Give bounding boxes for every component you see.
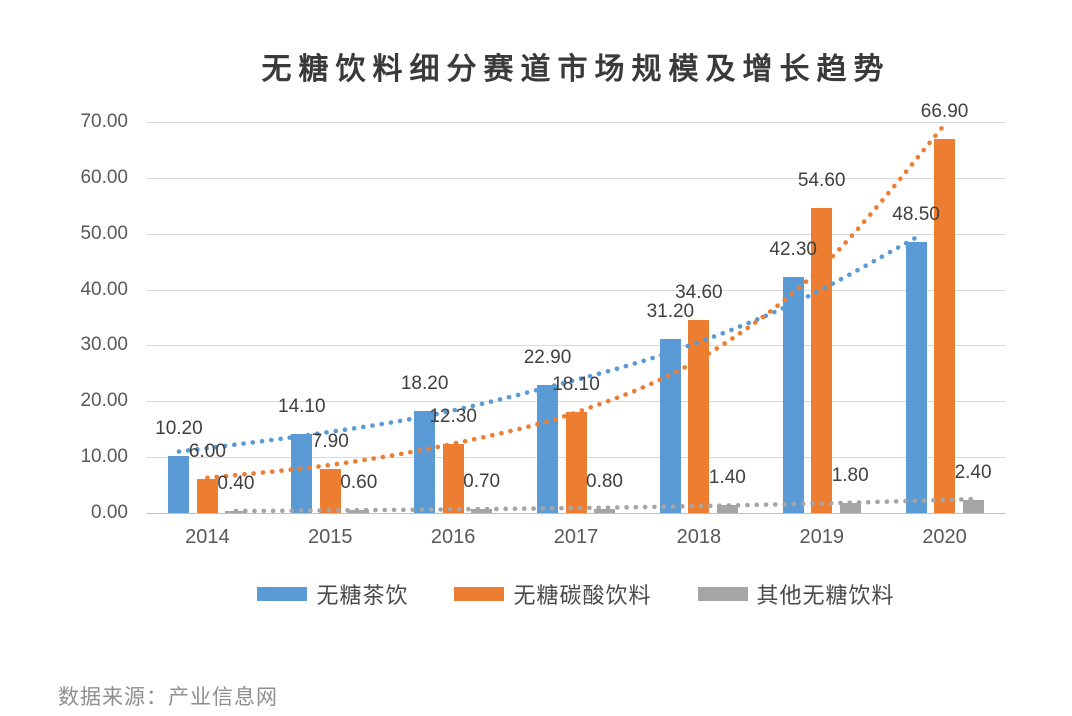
gridline xyxy=(146,289,1006,291)
y-axis-tick-label: 40.00 xyxy=(80,278,128,300)
x-axis-label: 2014 xyxy=(185,526,230,548)
legend-swatch xyxy=(454,587,505,601)
bar-value-label: 14.10 xyxy=(278,396,326,418)
bar-value-label: 22.90 xyxy=(523,347,572,369)
bar-value-label: 18.10 xyxy=(552,373,600,395)
bar xyxy=(905,242,927,513)
legend-swatch xyxy=(697,587,748,601)
x-axis-label: 2018 xyxy=(676,526,722,548)
bar-value-label: 34.60 xyxy=(675,281,723,303)
legend: 无糖茶饮 无糖碳酸饮料 其他无糖饮料 xyxy=(146,578,1006,610)
bar xyxy=(537,385,558,513)
bar-value-label: 66.90 xyxy=(920,101,969,123)
data-source-caption: 数据来源：产业信息网 xyxy=(58,686,278,709)
bar-value-label: 12.30 xyxy=(429,406,477,428)
bar xyxy=(782,276,804,513)
y-axis-tick-label: 20.00 xyxy=(80,390,128,412)
bar xyxy=(594,508,615,513)
bar xyxy=(168,456,190,513)
bar xyxy=(962,499,984,513)
y-axis-tick-label: 30.00 xyxy=(80,334,128,356)
bar xyxy=(348,509,370,513)
bar-value-label: 42.30 xyxy=(769,238,817,260)
bar xyxy=(565,411,587,513)
y-axis-tick-label: 60.00 xyxy=(80,166,128,188)
x-axis-label: 2017 xyxy=(553,526,599,548)
bar xyxy=(225,510,247,513)
gridline xyxy=(146,233,1006,235)
x-axis-label: 2016 xyxy=(430,526,476,548)
bar-value-label: 1.80 xyxy=(831,464,869,486)
x-axis-label: 2019 xyxy=(799,526,844,548)
bar xyxy=(839,502,861,513)
y-axis-tick-label: 50.00 xyxy=(80,222,128,244)
legend-swatch xyxy=(257,587,308,601)
bar-value-label: 18.20 xyxy=(400,373,449,395)
bar-value-label: 7.90 xyxy=(311,430,349,452)
bar-value-label: 48.50 xyxy=(892,204,940,226)
legend-label: 无糖碳酸饮料 xyxy=(513,583,652,608)
bar-value-label: 54.60 xyxy=(797,170,846,192)
bar-value-label: 6.00 xyxy=(188,441,226,463)
legend-label: 其他无糖饮料 xyxy=(756,583,895,608)
bar-value-label: 1.40 xyxy=(708,467,746,489)
chart-title: 无糖饮料细分赛道市场规模及增长趋势 xyxy=(261,53,891,86)
bar-value-label: 0.60 xyxy=(340,471,378,493)
bar-value-label: 0.80 xyxy=(586,470,623,492)
y-axis-tick-label: 10.00 xyxy=(80,446,128,468)
legend-label: 无糖茶饮 xyxy=(316,583,409,608)
bar-value-label: 0.70 xyxy=(463,471,501,493)
x-axis-label: 2015 xyxy=(308,526,353,548)
x-axis-line xyxy=(146,513,1006,514)
bar xyxy=(659,338,681,513)
bar xyxy=(934,139,956,513)
bar-value-label: 10.20 xyxy=(155,418,203,440)
gridline xyxy=(146,177,1006,179)
bar-value-label: 2.40 xyxy=(954,461,992,483)
bar xyxy=(471,509,493,513)
bar-value-label: 0.40 xyxy=(217,472,255,494)
legend-item: 无糖茶饮 xyxy=(257,578,408,610)
legend-item: 无糖碳酸饮料 xyxy=(454,578,651,610)
y-axis-tick-label: 70.00 xyxy=(80,111,128,132)
legend-item: 其他无糖饮料 xyxy=(697,578,895,610)
bar xyxy=(196,479,218,513)
bar xyxy=(716,505,738,513)
bar-value-label: 31.20 xyxy=(646,300,695,322)
y-axis-tick-label: 0.00 xyxy=(91,502,128,523)
x-axis-label: 2020 xyxy=(922,526,967,548)
gridline xyxy=(146,122,1006,123)
